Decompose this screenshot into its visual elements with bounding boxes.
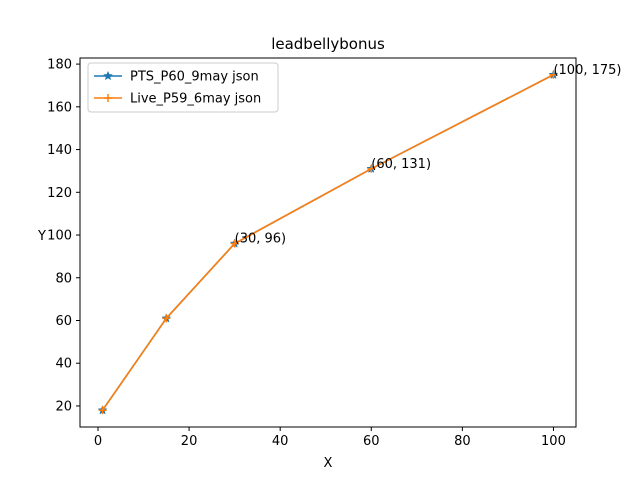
y-tick-label: 60 bbox=[55, 314, 72, 329]
y-tick-label: 40 bbox=[55, 357, 72, 372]
y-axis-ticks: 20 40 60 80 100 120 140 160 180 bbox=[47, 58, 80, 414]
x-tick-label: 0 bbox=[94, 434, 102, 449]
x-tick-label: 80 bbox=[454, 434, 471, 449]
plot-frame bbox=[79, 57, 577, 428]
x-tick-label: 40 bbox=[272, 434, 289, 449]
data-annotation: (60, 131) bbox=[371, 157, 431, 172]
legend-marker bbox=[104, 94, 112, 102]
y-tick-label: 80 bbox=[55, 271, 72, 286]
chart-title: leadbellybonus bbox=[271, 35, 385, 53]
data-annotation: (100, 175) bbox=[553, 63, 621, 78]
x-axis-ticks: 0 20 40 60 80 100 bbox=[94, 427, 566, 449]
series-2-point bbox=[367, 164, 376, 173]
x-tick-label: 100 bbox=[541, 434, 566, 449]
x-tick-label: 20 bbox=[181, 434, 198, 449]
x-axis-label: X bbox=[324, 456, 333, 471]
plot-area bbox=[80, 58, 576, 427]
legend-item-1: PTS_P60_9may json bbox=[94, 70, 259, 85]
x-tick-label: 60 bbox=[363, 434, 380, 449]
data-annotation: (30, 96) bbox=[235, 232, 287, 247]
series-2-point bbox=[98, 406, 107, 415]
y-axis-label: Y bbox=[37, 229, 46, 244]
legend-label: Live_P59_6may json bbox=[130, 92, 261, 107]
series-layer bbox=[97, 69, 559, 415]
y-tick-label: 20 bbox=[55, 399, 72, 414]
legend-box bbox=[87, 62, 279, 113]
legend-label: PTS_P60_9may json bbox=[130, 70, 259, 85]
y-tick-label: 160 bbox=[47, 100, 72, 115]
y-tick-label: 100 bbox=[47, 229, 72, 244]
series-2-point bbox=[230, 239, 239, 248]
y-tick-label: 180 bbox=[47, 58, 72, 73]
plot-background bbox=[80, 58, 576, 427]
series-2-point bbox=[162, 314, 171, 323]
legend-item-2: Live_P59_6may json bbox=[94, 92, 261, 107]
annotation-layer: (30, 96) (60, 131) (100, 175) bbox=[235, 63, 622, 247]
legend-marker bbox=[103, 70, 113, 81]
y-tick-label: 140 bbox=[47, 143, 72, 158]
y-tick-label: 120 bbox=[47, 186, 72, 201]
legend: PTS_P60_9may json Live_P59_6may json bbox=[87, 62, 279, 113]
series-2-point bbox=[549, 70, 558, 79]
